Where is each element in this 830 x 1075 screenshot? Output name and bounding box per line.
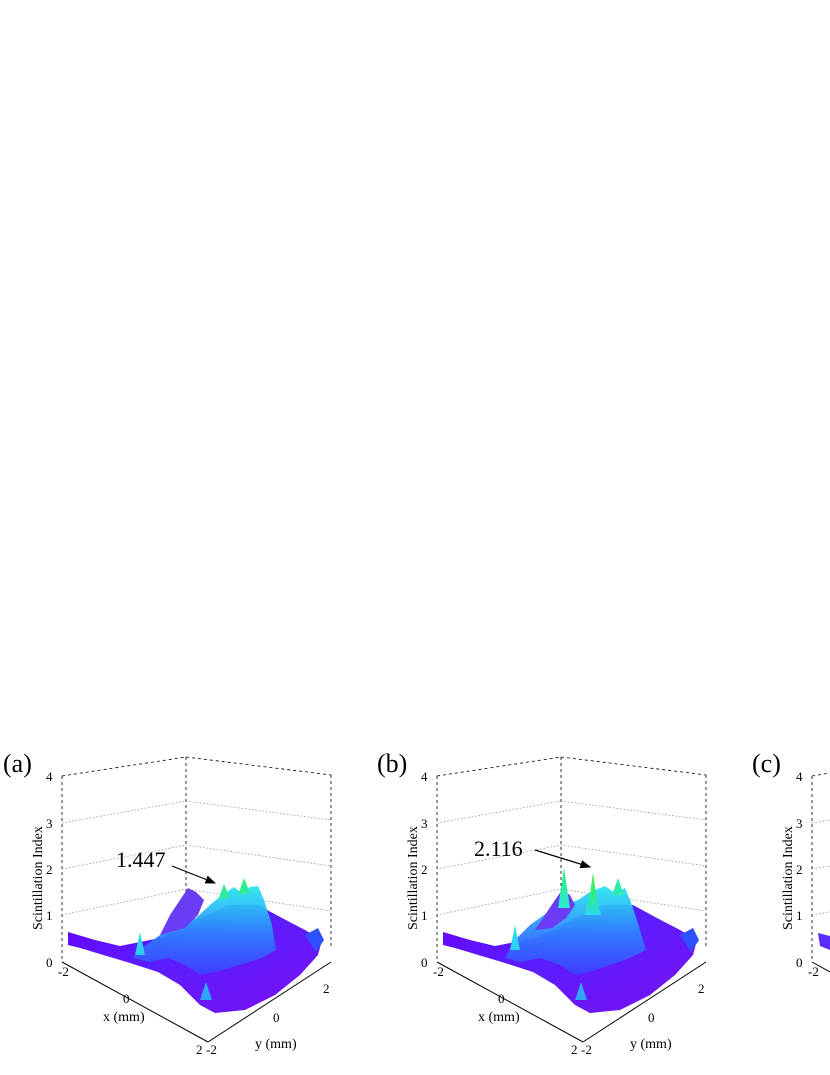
z-axis-label: Scintillation Index <box>781 826 796 930</box>
x-axis: -2 <box>808 964 819 979</box>
panel-b: (b) 2.116 <box>377 749 707 1057</box>
z-tick-label: 0 <box>46 955 53 970</box>
panel-a: (a) 1.447 <box>3 749 332 1057</box>
annotation-text: 1.447 <box>116 847 166 872</box>
x-tick-label: 2 <box>571 1042 578 1057</box>
z-tick-label: 3 <box>796 816 803 831</box>
panel-label: (a) <box>3 749 32 778</box>
z-axis-label: Scintillation Index <box>31 826 46 930</box>
z-axis: 4 3 2 1 0 Scintillation Index <box>781 769 803 970</box>
x-axis-label: x (mm) <box>478 1010 520 1025</box>
y-tick-label: 0 <box>648 1010 655 1025</box>
axes-box <box>811 772 830 962</box>
y-tick-label: 2 <box>323 981 330 996</box>
z-tick-label: 0 <box>421 955 428 970</box>
annotation: 2.116 <box>474 836 592 869</box>
surface-ridge <box>505 886 646 975</box>
z-tick-label: 0 <box>796 955 803 970</box>
surface-hump <box>160 888 204 935</box>
z-tick-label: 3 <box>421 816 428 831</box>
annotation: 1.447 <box>116 847 217 884</box>
z-gridlines <box>811 819 830 916</box>
floor-edges <box>436 961 707 1043</box>
z-axis: 4 3 2 1 0 Scintillation Index <box>406 769 428 970</box>
x-axis: -2 0 2 x (mm) <box>433 964 578 1057</box>
surface-ridge <box>132 886 276 975</box>
z-tick-label: 1 <box>46 908 53 923</box>
surface-plot <box>443 868 699 1013</box>
z-tick-label: 2 <box>796 862 803 877</box>
x-axis-label: x (mm) <box>103 1010 145 1025</box>
x-tick-label: 2 <box>196 1042 203 1057</box>
floor-edges <box>811 961 830 973</box>
surface-spike <box>510 868 624 1000</box>
z-tick-label: 4 <box>46 769 53 784</box>
z-gridlines <box>61 800 332 916</box>
y-axis: -2 0 2 y (mm) <box>206 981 330 1057</box>
z-axis-label: Scintillation Index <box>406 826 421 930</box>
surface-edge-right <box>305 928 324 952</box>
panel-label: (c) <box>752 749 781 778</box>
panel-c: (c) 4 3 2 1 0 Scintillation Index -2 <box>752 749 830 979</box>
panel-label: (b) <box>377 749 407 778</box>
x-axis: -2 0 2 x (mm) <box>58 964 203 1057</box>
surface-plot <box>818 933 830 950</box>
x-tick-label: 0 <box>123 991 130 1006</box>
z-tick-label: 2 <box>421 862 428 877</box>
x-tick-label: 0 <box>498 991 505 1006</box>
floor-edges <box>61 961 332 1043</box>
surface-floor <box>818 933 830 950</box>
y-tick-label: 0 <box>273 1010 280 1025</box>
z-tick-label: 1 <box>796 908 803 923</box>
annotation-text: 2.116 <box>474 836 523 861</box>
y-axis-label: y (mm) <box>630 1037 672 1052</box>
y-tick-label: 2 <box>698 981 705 996</box>
z-axis: 4 3 2 1 0 Scintillation Index <box>31 769 53 970</box>
z-tick-label: 1 <box>421 908 428 923</box>
surface-edge-right <box>680 928 699 952</box>
x-tick-label: -2 <box>433 964 444 979</box>
surface-peak <box>584 872 601 915</box>
y-tick-label: -2 <box>581 1042 592 1057</box>
z-tick-label: 3 <box>46 816 53 831</box>
x-tick-label: -2 <box>58 964 69 979</box>
surface-plot <box>68 878 324 1013</box>
x-tick-label: -2 <box>808 964 819 979</box>
y-axis-label: y (mm) <box>255 1037 297 1052</box>
y-tick-label: -2 <box>206 1042 217 1057</box>
z-tick-label: 2 <box>46 862 53 877</box>
y-axis: -2 0 2 y (mm) <box>581 981 705 1057</box>
z-tick-label: 4 <box>421 769 428 784</box>
z-tick-label: 4 <box>796 769 803 784</box>
